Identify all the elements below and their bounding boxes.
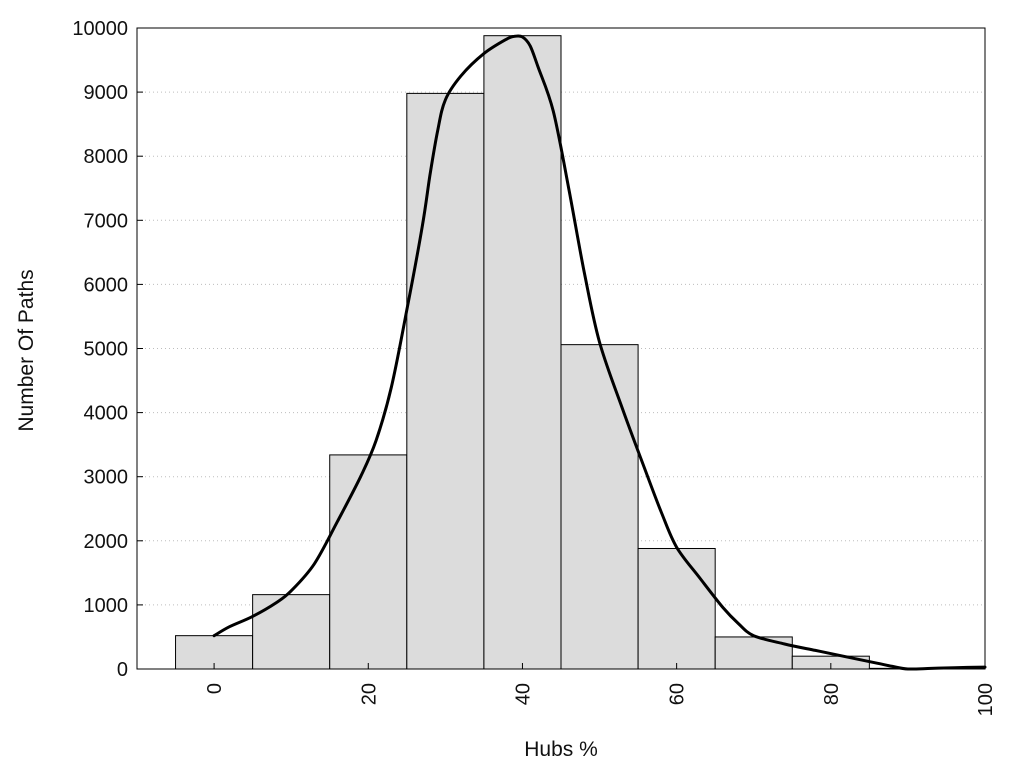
bars bbox=[175, 35, 947, 670]
y-tick-label: 7000 bbox=[84, 210, 129, 232]
bar bbox=[406, 92, 485, 670]
x-tick-label: 40 bbox=[512, 683, 534, 705]
y-axis: 0 1000 2000 3000 4000 5000 6000 7000 8000 9000 100… bbox=[72, 18, 143, 681]
y-tick-label: 3000 bbox=[84, 467, 129, 489]
bar bbox=[252, 594, 331, 670]
y-tick-label: 4000 bbox=[84, 403, 129, 425]
x-tick-label: 80 bbox=[821, 683, 843, 705]
x-tick-label: 60 bbox=[667, 683, 689, 705]
bar bbox=[483, 35, 562, 670]
y-tick-label: 10000 bbox=[72, 18, 128, 40]
y-tick-label: 9000 bbox=[84, 82, 129, 104]
bar bbox=[329, 454, 408, 670]
x-tick-label: 0 bbox=[204, 683, 226, 694]
y-tick-label: 0 bbox=[117, 659, 128, 681]
y-tick-label: 5000 bbox=[84, 339, 129, 361]
x-tick-label: 100 bbox=[975, 683, 997, 716]
bar bbox=[560, 344, 639, 670]
y-axis-title: Number Of Paths bbox=[15, 269, 38, 431]
x-tick-label: 20 bbox=[358, 683, 380, 705]
y-tick-label: 6000 bbox=[84, 274, 129, 296]
y-tick-label: 2000 bbox=[84, 531, 129, 553]
x-axis: 0 20 40 60 80 100 bbox=[204, 663, 997, 716]
y-tick-label: 8000 bbox=[84, 146, 129, 168]
y-tick-label: 1000 bbox=[84, 595, 129, 617]
density-curve bbox=[212, 34, 987, 671]
x-axis-title: Hubs % bbox=[524, 738, 598, 761]
bar bbox=[637, 547, 716, 670]
